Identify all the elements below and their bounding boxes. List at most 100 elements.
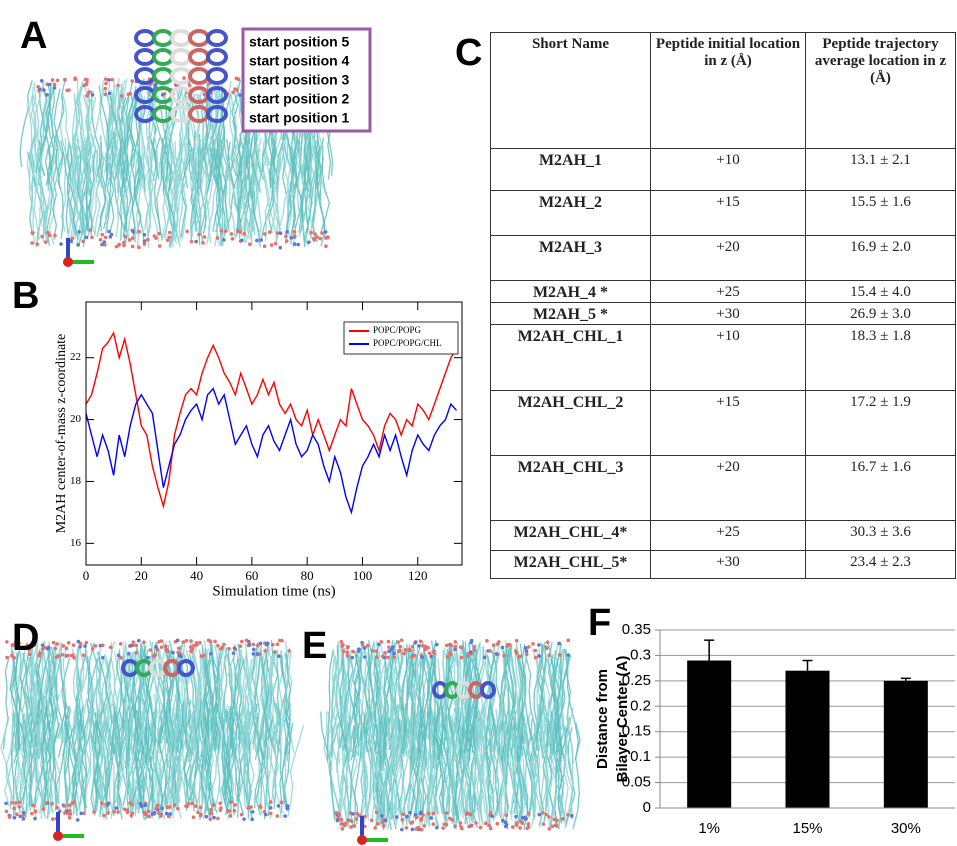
headgroup-atom xyxy=(285,807,290,811)
y-tick-label: 0.3 xyxy=(630,646,651,663)
headgroup-atom xyxy=(167,235,171,240)
headgroup-atom xyxy=(103,235,108,240)
lipid-tail xyxy=(306,140,314,234)
bar xyxy=(883,680,928,808)
headgroup-atom xyxy=(168,812,172,816)
lipid-tail xyxy=(459,645,465,760)
headgroup-atom xyxy=(313,232,317,236)
table-row: M2AH_CHL_2 +15 17.2 ± 1.9 xyxy=(490,390,956,456)
headgroup-atom xyxy=(236,229,240,233)
lipid-tail xyxy=(52,708,60,811)
table-row: M2AH_5 * +30 26.9 ± 3.0 xyxy=(490,302,956,325)
lipid-tail xyxy=(233,92,248,189)
headgroup-atom xyxy=(444,643,449,648)
axis-icon-x xyxy=(53,831,63,841)
start-position-label: start position 2 xyxy=(249,91,350,107)
headgroup-atom xyxy=(204,814,209,819)
lipid-tail xyxy=(203,642,213,736)
table-cell: +10 xyxy=(650,148,806,191)
table-cell: M2AH_CHL_2 xyxy=(490,390,651,456)
headgroup-atom xyxy=(4,801,8,806)
headgroup-atom xyxy=(69,239,73,244)
lipid-tail xyxy=(169,707,178,808)
lipid-tail xyxy=(124,640,134,736)
y-tick-label: 0.15 xyxy=(622,723,651,740)
headgroup-atom xyxy=(227,647,231,651)
headgroup-atom xyxy=(184,804,188,808)
headgroup-atom xyxy=(453,644,457,649)
headgroup-atom xyxy=(164,811,169,816)
headgroup-atom xyxy=(17,641,21,645)
helix-turn xyxy=(134,29,156,47)
headgroup-atom xyxy=(61,644,66,648)
headgroup-atom xyxy=(483,821,488,826)
headgroup-atom xyxy=(66,641,71,645)
headgroup-atom xyxy=(147,809,151,814)
lipid-tail xyxy=(565,715,574,819)
helix-turn xyxy=(152,67,174,85)
headgroup-atom xyxy=(258,641,263,646)
helix-turn xyxy=(134,67,156,85)
headgroup-atom xyxy=(490,814,495,818)
headgroup-atom xyxy=(116,810,120,814)
headgroup-atom xyxy=(142,810,147,815)
headgroup-atom xyxy=(222,642,226,647)
headgroup-atom xyxy=(103,77,108,81)
lipid-tail xyxy=(141,145,152,242)
lipid-tail xyxy=(395,723,406,828)
headgroup-atom xyxy=(248,242,252,247)
lipid-tail xyxy=(23,641,35,743)
headgroup-atom xyxy=(176,646,181,651)
lipid-tail xyxy=(171,161,179,248)
headgroup-atom xyxy=(68,808,72,813)
headgroup-atom xyxy=(72,655,76,660)
headgroup-atom xyxy=(272,650,277,654)
error-bar xyxy=(704,639,715,661)
headgroup-atom xyxy=(125,808,130,812)
lipid-tail xyxy=(90,133,96,229)
headgroup-atom xyxy=(184,639,189,643)
lipid-tail xyxy=(281,702,291,809)
headgroup-atom xyxy=(5,655,9,660)
headgroup-atom xyxy=(83,644,87,648)
headgroup-atom xyxy=(518,826,522,830)
header-cell: Peptide initial location in z (Å) xyxy=(650,32,806,149)
headgroup-atom xyxy=(373,826,377,830)
helix-turn xyxy=(206,86,228,104)
lipid-tail xyxy=(138,87,145,184)
headgroup-atom xyxy=(396,640,400,644)
y-tick-label: 0.1 xyxy=(630,748,651,765)
headgroup-atom xyxy=(503,820,508,825)
headgroup-atom xyxy=(360,642,365,647)
header-cell: Short Name xyxy=(490,32,651,149)
lipid-tail xyxy=(444,718,456,828)
headgroup-atom xyxy=(541,810,545,815)
lipid-tail xyxy=(387,704,400,819)
lipid-tail xyxy=(35,715,46,819)
headgroup-atom xyxy=(545,640,550,644)
lipid-tail xyxy=(210,642,219,736)
headgroup-atom xyxy=(63,810,67,815)
legend-label: POPC/POPG xyxy=(373,325,422,335)
lipid-tail xyxy=(198,133,207,235)
panel-label: F xyxy=(588,602,611,644)
headgroup-atom xyxy=(119,656,123,660)
lipid-tail xyxy=(205,143,211,245)
headgroup-atom xyxy=(417,644,421,648)
headgroup-atom xyxy=(230,236,235,241)
headgroup-atom xyxy=(78,641,83,646)
lipid-tail xyxy=(130,697,141,803)
headgroup-atom xyxy=(494,652,499,656)
headgroup-atom xyxy=(514,814,518,819)
headgroup-atom xyxy=(273,241,278,246)
headgroup-atom xyxy=(176,650,180,655)
table-row: M2AH_CHL_4* +25 30.3 ± 3.6 xyxy=(490,520,956,551)
lipid-tail xyxy=(189,700,202,801)
headgroup-atom xyxy=(228,814,233,818)
headgroup-atom xyxy=(143,803,148,808)
headgroup-atom xyxy=(258,804,263,809)
lipid-tail xyxy=(370,702,379,817)
lipid-tail xyxy=(470,711,479,822)
headgroup-atom xyxy=(474,821,478,825)
lipid-tail xyxy=(270,658,283,760)
